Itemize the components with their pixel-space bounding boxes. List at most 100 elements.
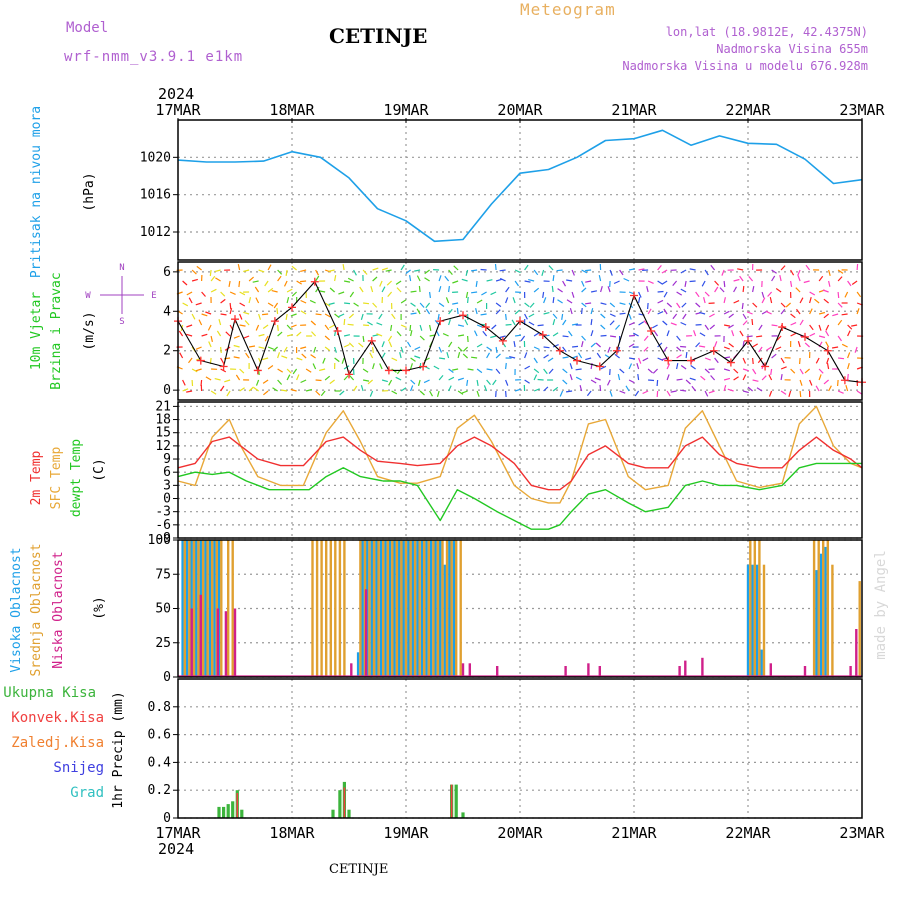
- wind-speed-marker: [231, 315, 239, 324]
- wind-arrow: [372, 302, 378, 308]
- wind-arrow: [262, 379, 269, 384]
- wind-arrow: [628, 268, 636, 271]
- wind-arrow: [825, 330, 830, 337]
- wind-arrow: [676, 302, 681, 309]
- precip-total-bar: [461, 812, 465, 818]
- precip-frame: [177, 678, 863, 819]
- wind-arrow: [548, 368, 554, 374]
- wind-arrow: [780, 390, 787, 395]
- wind-arrow: [178, 330, 184, 337]
- wind-arrow: [182, 388, 189, 392]
- wind-arrow: [216, 330, 222, 337]
- wind-arrow: [372, 276, 378, 282]
- wind-arrow: [226, 390, 231, 397]
- wind-arrow: [182, 302, 189, 307]
- high-cloud-bar: [208, 540, 212, 677]
- wind-arrow: [445, 297, 450, 304]
- wind-arrow: [600, 324, 606, 330]
- wind-arrow: [680, 269, 687, 274]
- wind-arrow: [410, 312, 417, 315]
- wind-arrow: [609, 320, 615, 326]
- wind-arrow: [480, 313, 487, 316]
- wind-arrow: [775, 288, 782, 293]
- mid-cloud-bar: [817, 540, 820, 677]
- wind-arrow: [838, 357, 845, 360]
- bottom-date-label: 22MAR: [725, 824, 771, 842]
- wind-arrow: [452, 302, 459, 305]
- wind-arrow: [495, 309, 501, 315]
- wind-arrow: [552, 319, 556, 326]
- wind-arrow: [752, 343, 759, 348]
- wind-arrow: [837, 319, 843, 326]
- wind-arrow: [818, 311, 826, 315]
- wind-arrow: [334, 357, 340, 363]
- high-cloud-bar: [746, 564, 750, 677]
- wind-arrow: [388, 379, 393, 386]
- pressure-ytick-label: 1020: [140, 150, 171, 165]
- wind-arrow: [372, 363, 375, 370]
- low-cloud-bar: [199, 594, 202, 677]
- high-cloud-bar: [420, 540, 424, 677]
- low-cloud-bar: [849, 666, 852, 677]
- wind-arrow: [633, 332, 639, 337]
- wind-arrow: [804, 368, 810, 374]
- wind-arrow: [201, 313, 208, 317]
- wind-arrow: [419, 390, 425, 396]
- wind-arrow: [689, 377, 696, 381]
- wind-arrow: [301, 353, 307, 359]
- wind-arrow: [400, 346, 404, 353]
- wind-arrow: [254, 286, 260, 293]
- wind-arrow: [343, 334, 351, 337]
- wind-arrow: [809, 291, 816, 296]
- wind-arrow: [666, 330, 670, 337]
- top-date-label: 23MAR: [839, 101, 885, 119]
- wind-arrow: [208, 341, 212, 348]
- wind-arrow: [581, 287, 587, 293]
- wind-arrow: [742, 374, 747, 381]
- wind-arrow: [666, 363, 671, 370]
- precip-conv-bar: [450, 784, 453, 818]
- wind-arrow: [676, 354, 682, 359]
- wind-arrow: [685, 352, 688, 359]
- wind-arrow: [391, 390, 398, 395]
- mid-cloud-bar: [359, 540, 362, 677]
- cloud-axis-unit: (%): [92, 596, 107, 619]
- wind-arrow: [652, 368, 659, 374]
- wind-arrow: [748, 276, 754, 282]
- wind-arrow: [239, 368, 245, 374]
- wind-arrow: [200, 379, 203, 387]
- low-cloud-bar: [224, 611, 228, 677]
- wind-arrow: [575, 368, 582, 371]
- wind-arrow: [396, 287, 402, 293]
- wind-arrow: [676, 346, 682, 352]
- wind-arrow: [568, 330, 573, 337]
- wind-arrow: [680, 321, 687, 326]
- wind-arrow: [471, 356, 478, 359]
- wind-arrow: [577, 352, 583, 359]
- wind-arrow: [533, 368, 540, 374]
- wind-arrow: [837, 302, 843, 308]
- wind-arrow: [533, 287, 540, 293]
- wind-arrow: [809, 332, 816, 337]
- wind-arrow: [300, 269, 307, 272]
- wind-arrow: [780, 302, 786, 308]
- high-cloud-bar: [443, 564, 446, 677]
- wind-speed-marker: [823, 346, 832, 355]
- wind-arrow: [780, 366, 787, 370]
- wind-arrow: [623, 277, 630, 282]
- wind-arrow: [680, 389, 687, 392]
- wind-arrow: [188, 357, 193, 364]
- wind-arrow: [728, 324, 734, 329]
- wind-arrow: [467, 335, 469, 343]
- wind-speed-marker: [310, 277, 319, 286]
- wind-arrow: [324, 302, 331, 307]
- wind-arrow: [685, 379, 691, 385]
- wind-arrow: [770, 368, 773, 375]
- bottom-date-label: 21MAR: [611, 824, 657, 842]
- wind-arrow: [590, 330, 594, 337]
- wind-arrow: [742, 368, 749, 372]
- temperature-ytick-label: 12: [155, 439, 171, 454]
- wind-arrow: [647, 302, 649, 310]
- high-cloud-bar: [384, 540, 387, 677]
- wind-arrow: [286, 297, 290, 304]
